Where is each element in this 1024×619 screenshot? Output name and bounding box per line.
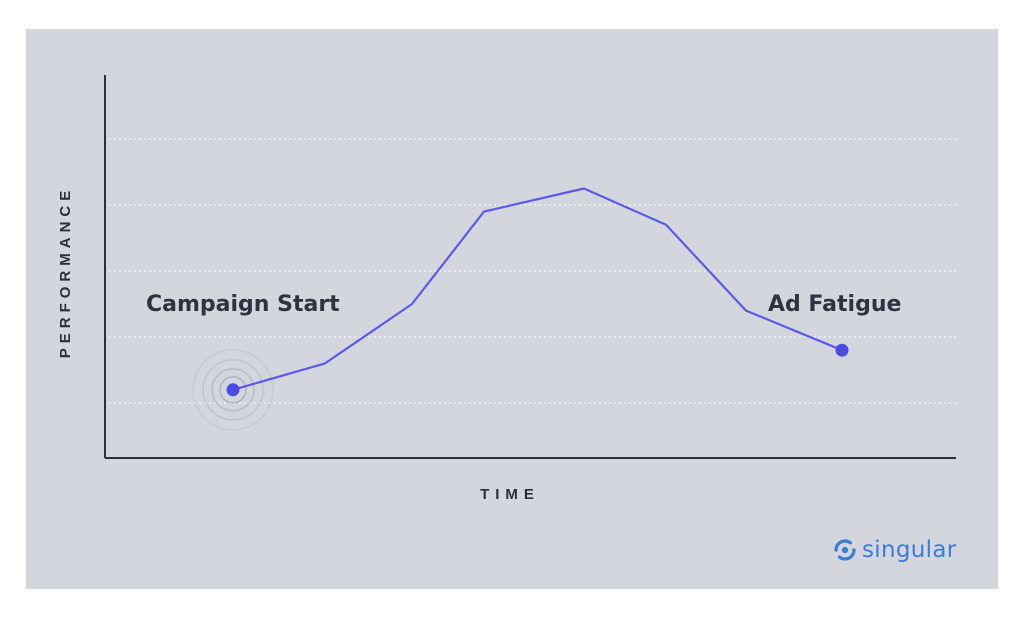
start-point-marker <box>226 383 240 397</box>
halo-ring <box>192 349 274 431</box>
halo-ring <box>219 376 247 404</box>
end-point-marker <box>835 343 849 357</box>
x-axis-label: TIME <box>480 486 540 503</box>
series-line <box>232 187 843 391</box>
annotation-ad-fatigue: Ad Fatigue <box>768 292 901 317</box>
halo-ring <box>211 368 255 412</box>
grid-lines <box>109 138 956 404</box>
start-point-halo <box>192 349 274 431</box>
y-axis-label: PERFORMANCE <box>57 186 74 359</box>
chart-panel <box>26 29 998 589</box>
singular-logo: singular <box>832 534 956 566</box>
halo-ring <box>202 359 264 421</box>
annotation-campaign-start: Campaign Start <box>146 292 340 317</box>
logo-text: singular <box>862 537 957 563</box>
series-points <box>226 343 849 397</box>
singular-logo-icon <box>834 539 856 561</box>
